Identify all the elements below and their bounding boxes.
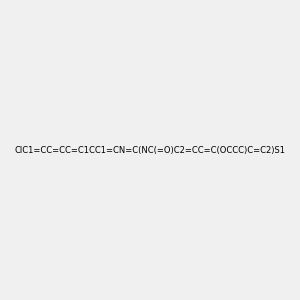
Text: ClC1=CC=CC=C1CC1=CN=C(NC(=O)C2=CC=C(OCCC)C=C2)S1: ClC1=CC=CC=C1CC1=CN=C(NC(=O)C2=CC=C(OCCC…: [14, 146, 286, 154]
